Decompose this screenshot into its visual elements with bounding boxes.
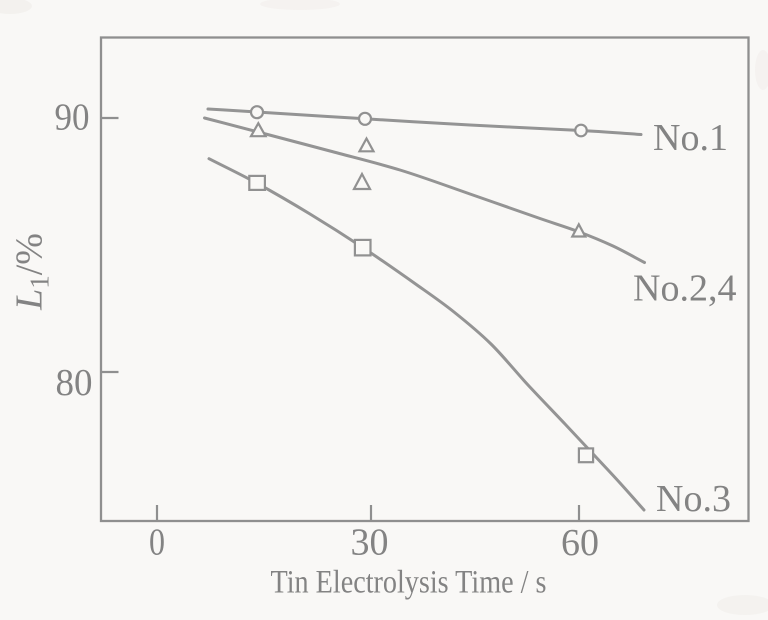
svg-text:No.1: No.1 — [653, 117, 728, 159]
svg-text:No.2,4: No.2,4 — [633, 268, 736, 310]
svg-text:No.3: No.3 — [656, 478, 731, 520]
svg-text:80: 80 — [56, 362, 93, 404]
svg-text:Tin Electrolysis Time / s: Tin Electrolysis Time / s — [271, 565, 547, 601]
svg-text:90: 90 — [55, 97, 90, 139]
svg-text:60: 60 — [561, 522, 599, 564]
svg-text:L1/%: L1/% — [9, 233, 55, 311]
svg-text:0: 0 — [149, 522, 165, 564]
svg-text:30: 30 — [351, 522, 389, 564]
